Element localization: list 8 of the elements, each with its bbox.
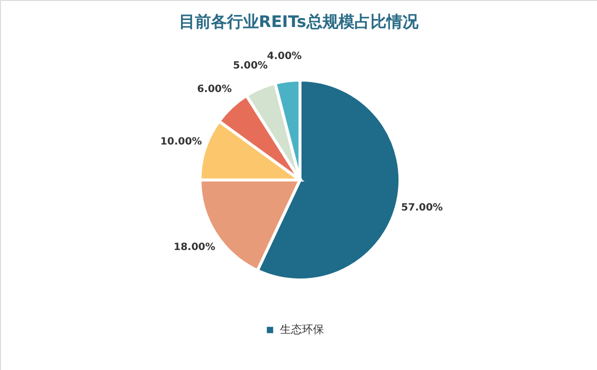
data-label: 10.00% — [160, 136, 202, 148]
data-label: 5.00% — [233, 60, 268, 72]
chart-title: 目前各行业REITs总规模占比情况 — [178, 12, 420, 31]
data-label: 6.00% — [197, 84, 232, 95]
legend-label: 生态环保 — [280, 323, 324, 336]
data-label: 4.00% — [266, 50, 302, 62]
data-label: 18.00% — [174, 242, 216, 253]
data-label: 57.00% — [401, 202, 443, 214]
